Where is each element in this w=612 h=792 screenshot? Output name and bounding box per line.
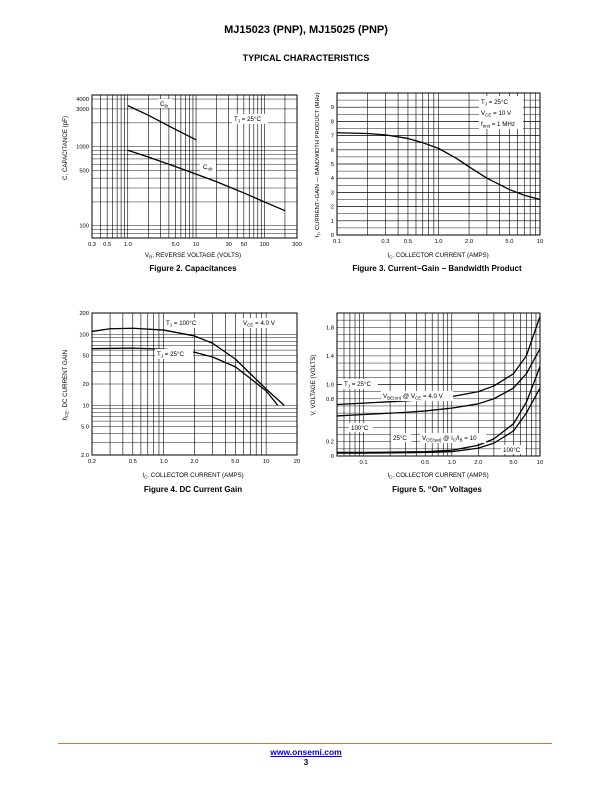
- fig5-y-tick-label: 1.0: [326, 383, 334, 389]
- figure-4-caption: Figure 4. DC Current Gain: [55, 485, 331, 494]
- fig5-vbe-label: VBE(on) @ VCE = 4.0 V: [381, 391, 453, 401]
- fig4-x-tick-label: 10: [263, 459, 269, 465]
- fig4-vce-label: VCE = 4.0 V: [241, 318, 283, 328]
- fig2-x-tick-label: 30: [225, 242, 231, 248]
- fig4-x-tick-label: 1.0: [160, 459, 168, 465]
- fig5-y-tick-label: 0: [331, 454, 334, 460]
- fig4-ylabel: hFE, DC CURRENT GAIN: [62, 350, 70, 420]
- fig2-x-tick-label: 0.3: [88, 242, 96, 248]
- fig3-y-tick-label: 8: [331, 119, 334, 125]
- fig2-x-tick-label: 0.5: [103, 242, 111, 248]
- fig2-x-tick-label: 50: [241, 242, 247, 248]
- fig4-ticks: 0.2 0.5 1.0 2.0 5.0 10 20 200 100 50 20 10 5.0 2.0: [79, 311, 300, 465]
- fig2-x-tick-label: 300: [292, 242, 302, 248]
- fig4-x-tick-label: 0.5: [129, 459, 137, 465]
- footer-link[interactable]: www.onsemi.com: [0, 747, 612, 757]
- fig3-y-tick-label: 4: [331, 176, 335, 182]
- fig5-x-tick-label: 1.0: [448, 460, 456, 466]
- figure-5-on-voltages-chart: 0.1 0.5 1.0 2.0 5.0 10 1.8 1.4 1.0 0.8 0.2 0 V, VOL…: [307, 305, 552, 485]
- fig4-grid: [92, 313, 297, 455]
- fig4-x-tick-label: 0.2: [88, 459, 96, 465]
- fig2-y-tick-label: 100: [79, 224, 89, 230]
- fig4-y-tick-label: 200: [79, 311, 89, 317]
- fig4-x-tick-label: 5.0: [231, 459, 239, 465]
- fig4-y-tick-label: 2.0: [81, 453, 89, 459]
- figure-3-bandwidth-chart: 0.1 0.3 0.5 1.0 2.0 5.0 10 0 1 2 3 4 5 6 7 8 9 fT, CURRE…: [307, 85, 552, 265]
- figure-5-caption: Figure 5. “On” Voltages: [307, 485, 567, 494]
- fig4-y-tick-label: 100: [79, 332, 89, 338]
- fig3-x-tick-label: 5.0: [505, 239, 513, 245]
- fig3-x-tick-label: 10: [537, 239, 543, 245]
- fig2-tj-label: TJ = 25°C: [232, 114, 268, 124]
- svg-text:25°C: 25°C: [393, 435, 407, 442]
- fig4-x-tick-label: 2.0: [190, 459, 198, 465]
- fig3-x-tick-label: 2.0: [465, 239, 473, 245]
- fig5-y-tick-label: 0.2: [326, 440, 334, 446]
- fig3-x-tick-label: 0.1: [333, 239, 341, 245]
- fig4-y-tick-label: 20: [83, 382, 89, 388]
- fig3-y-tick-label: 6: [331, 148, 334, 154]
- figure-2-capacitances-chart: 0.3 0.5 1.0 5.0 10 30 50 100 300 4000 3000 1000 500 1…: [55, 85, 305, 265]
- fig3-y-tick-label: 5: [331, 162, 334, 168]
- fig4-y-tick-label: 50: [83, 354, 89, 360]
- fig3-x-tick-label: 0.5: [404, 239, 412, 245]
- figure-3-caption: Figure 3. Current−Gain − Bandwidth Produ…: [307, 264, 567, 273]
- fig5-y-tick-label: 0.8: [326, 397, 334, 403]
- fig3-x-tick-label: 0.3: [381, 239, 389, 245]
- fig3-y-tick-label: 0: [331, 233, 334, 239]
- fig2-ylabel: C, CAPACITANCE (pF): [62, 116, 69, 180]
- fig3-ylabel: fT, CURRENT−GAIN — BANDWIDTH PRODUCT (MH…: [315, 92, 322, 237]
- fig2-y-tick-label: 4000: [76, 97, 89, 103]
- fig2-y-tick-label: 1000: [76, 145, 89, 151]
- fig5-25c-label: 25°C: [391, 433, 411, 442]
- page-title: MJ15023 (PNP), MJ15025 (PNP): [0, 24, 612, 36]
- page-number: 3: [0, 758, 612, 767]
- fig2-cib-label: Cib: [158, 99, 172, 109]
- fig4-y-tick-label: 10: [83, 403, 89, 409]
- figure-2-caption: Figure 2. Capacitances: [55, 264, 331, 273]
- fig4-tj100-label: TJ = 100°C: [164, 318, 208, 328]
- section-title: TYPICAL CHARACTERISTICS: [0, 53, 612, 63]
- fig2-x-tick-label: 10: [193, 242, 199, 248]
- fig5-ylabel: V, VOLTAGE (VOLTS): [310, 355, 317, 416]
- fig3-x-tick-label: 1.0: [434, 239, 442, 245]
- fig5-y-tick-label: 1.8: [326, 325, 334, 331]
- fig5-100c-label-b: 100°C: [501, 445, 525, 454]
- fig3-conditions-label: TJ = 25°C VCE = 10 V ftest = 1 MHz: [479, 96, 523, 129]
- fig2-xlabel: VR, REVERSE VOLTAGE (VOLTS): [145, 252, 241, 260]
- fig5-100c-label-a: 100°C: [349, 423, 373, 432]
- fig4-series-0-line: [92, 328, 284, 405]
- fig5-vce-label: VCE(sat) @ IC/IB = 10: [420, 433, 486, 443]
- fig2-cob-label: Cob: [200, 162, 216, 172]
- fig4-tj25-label: TJ = 25°C: [155, 349, 193, 359]
- fig4-xlabel: IC, COLLECTOR CURRENT (AMPS): [142, 472, 243, 480]
- fig5-x-tick-label: 10: [537, 460, 543, 466]
- fig2-x-tick-label: 1.0: [124, 242, 132, 248]
- fig5-xlabel: IC, COLLECTOR CURRENT (AMPS): [387, 472, 488, 480]
- fig2-y-tick-label: 3000: [76, 107, 89, 113]
- fig5-x-tick-label: 5.0: [509, 460, 517, 466]
- svg-text:100°C: 100°C: [351, 425, 369, 432]
- fig3-y-tick-label: 7: [331, 134, 334, 140]
- fig3-xlabel: IC, COLLECTOR CURRENT (AMPS): [387, 252, 488, 260]
- footer-rule: [58, 743, 552, 744]
- fig2-y-tick-label: 500: [79, 168, 89, 174]
- fig3-y-tick-label: 3: [331, 190, 334, 196]
- fig4-y-tick-label: 5.0: [81, 425, 89, 431]
- fig5-x-tick-label: 2.0: [474, 460, 482, 466]
- fig5-y-tick-label: 1.4: [326, 354, 335, 360]
- fig5-x-tick-label: 0.5: [421, 460, 429, 466]
- fig2-x-tick-label: 5.0: [171, 242, 179, 248]
- fig5-tj-label: TJ = 25°C: [342, 379, 378, 389]
- fig3-y-tick-label: 1: [331, 219, 334, 225]
- fig3-y-tick-label: 9: [331, 105, 334, 111]
- fig5-x-tick-label: 0.1: [360, 460, 368, 466]
- svg-text:100°C: 100°C: [503, 447, 521, 454]
- figure-4-dc-gain-chart: 0.2 0.5 1.0 2.0 5.0 10 20 200 100 50 20 10 5.0 2.0 hF…: [55, 305, 305, 485]
- fig3-y-tick-label: 2: [331, 205, 334, 211]
- fig4-x-tick-label: 20: [294, 459, 300, 465]
- fig4-curves: [92, 328, 284, 405]
- fig2-x-tick-label: 100: [260, 242, 270, 248]
